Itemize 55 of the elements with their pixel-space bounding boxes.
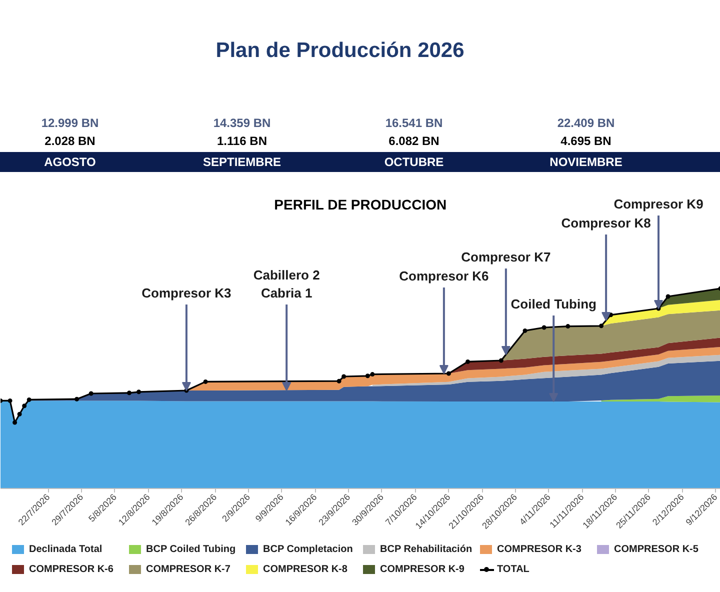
annotation: Compresor K9 — [614, 196, 704, 212]
point — [8, 398, 12, 403]
point — [17, 412, 22, 416]
annotation: Compresor K3 — [142, 286, 232, 300]
annotation: Compresor K7 — [461, 250, 551, 264]
point — [498, 358, 504, 363]
annotation: Compresor K6 — [399, 268, 489, 284]
text: NOVIEMBRE — [548, 154, 624, 170]
legend-label: COMPRESOR K-9 — [380, 563, 464, 576]
point — [608, 312, 614, 318]
text: OCTUBRE — [383, 154, 445, 170]
legend-label: COMPRESOR K-6 — [29, 563, 114, 576]
text: 16.541 BN — [384, 115, 444, 131]
annotation: Cabillero 2 Cabria 1 — [253, 268, 320, 300]
point — [126, 390, 132, 396]
point — [336, 378, 342, 384]
point — [370, 372, 375, 377]
point — [203, 379, 208, 384]
point — [666, 294, 670, 299]
text: 6.082 BN — [388, 133, 440, 149]
point — [365, 374, 370, 378]
point — [522, 328, 528, 333]
chart-title: Plan de Producción 2026 — [214, 38, 466, 64]
text: 4.695 BN — [560, 133, 612, 149]
legend-label: TOTAL — [497, 563, 530, 576]
legend-label: COMPRESOR K-8 — [263, 563, 348, 576]
point — [342, 374, 346, 379]
point — [566, 324, 570, 329]
point — [599, 324, 604, 328]
point — [12, 420, 18, 425]
legend-label: BCP Rehabilitación — [380, 543, 472, 556]
point — [74, 396, 80, 402]
chart-subtitle: PERFIL DE PRODUCCION — [274, 196, 447, 212]
point — [26, 397, 32, 402]
text: AGOSTO — [43, 154, 97, 170]
legend-label: BCP Completacion — [263, 543, 353, 556]
point — [466, 359, 470, 364]
point — [22, 404, 27, 408]
text: 12.999 BN — [40, 115, 100, 131]
text: 22.409 BN — [556, 115, 616, 131]
legend-label: COMPRESOR K-7 — [146, 563, 230, 576]
legend-label: COMPRESOR K-5 — [614, 543, 698, 556]
legend-label: BCP Coiled Tubing — [146, 543, 236, 556]
text: 14.359 BN — [212, 115, 272, 131]
legend-label: Declinada Total — [29, 543, 102, 556]
point — [446, 371, 451, 376]
text: 1.116 BN — [216, 133, 268, 149]
text: 2.028 BN — [44, 133, 96, 149]
text: SEPTIEMBRE — [202, 154, 282, 170]
annotation: Coiled Tubing — [510, 296, 597, 312]
point — [88, 391, 94, 396]
annotation: Compresor K8 — [561, 216, 651, 230]
point — [542, 325, 546, 330]
legend-label: COMPRESOR K-3 — [497, 543, 582, 556]
point — [136, 390, 142, 394]
